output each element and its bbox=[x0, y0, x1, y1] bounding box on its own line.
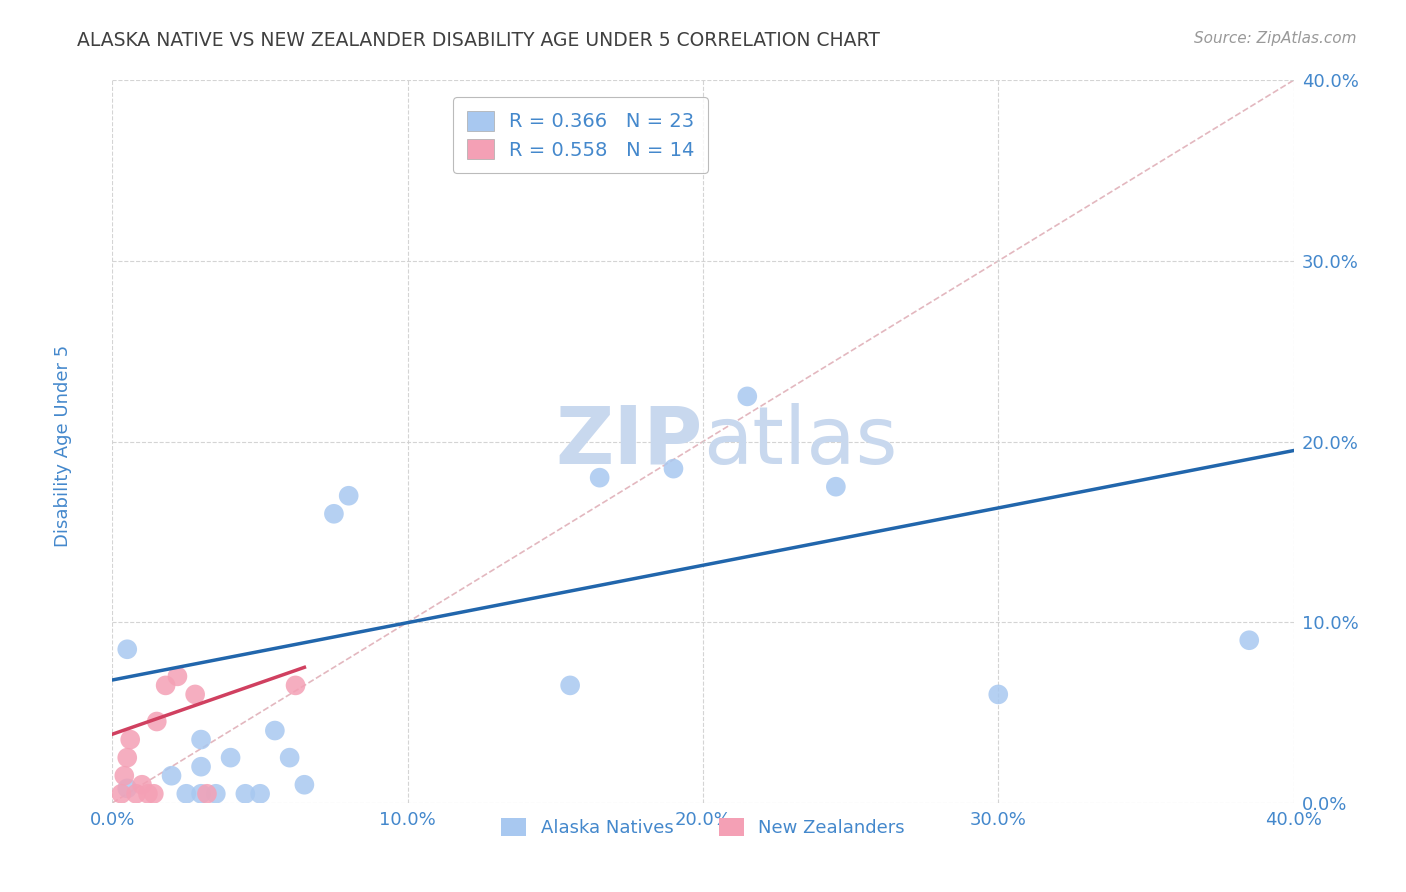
Point bbox=[117, 750, 138, 764]
Point bbox=[117, 781, 138, 796]
Point bbox=[558, 678, 582, 692]
Point bbox=[824, 480, 846, 494]
Point bbox=[174, 787, 197, 801]
Point bbox=[249, 787, 271, 801]
Point bbox=[112, 769, 135, 783]
Point bbox=[278, 750, 301, 764]
Point bbox=[120, 732, 142, 747]
Text: Disability Age Under 5: Disability Age Under 5 bbox=[55, 345, 72, 547]
Point bbox=[284, 678, 307, 692]
Point bbox=[190, 732, 212, 747]
Point bbox=[195, 787, 218, 801]
Point bbox=[264, 723, 287, 738]
Point bbox=[190, 787, 212, 801]
Point bbox=[588, 471, 610, 485]
Point bbox=[205, 787, 228, 801]
Point bbox=[155, 678, 177, 692]
Point bbox=[337, 489, 360, 503]
Point bbox=[662, 461, 685, 475]
Point bbox=[987, 687, 1010, 701]
Point bbox=[190, 760, 212, 774]
Point bbox=[219, 750, 242, 764]
Text: atlas: atlas bbox=[703, 402, 897, 481]
Point bbox=[323, 507, 346, 521]
Point bbox=[184, 687, 207, 701]
Point bbox=[125, 787, 148, 801]
Point bbox=[233, 787, 256, 801]
Point bbox=[160, 769, 183, 783]
Text: ZIP: ZIP bbox=[555, 402, 703, 481]
Point bbox=[292, 778, 315, 792]
Point bbox=[131, 778, 153, 792]
Text: ALASKA NATIVE VS NEW ZEALANDER DISABILITY AGE UNDER 5 CORRELATION CHART: ALASKA NATIVE VS NEW ZEALANDER DISABILIT… bbox=[77, 31, 880, 50]
Legend: Alaska Natives, New Zealanders: Alaska Natives, New Zealanders bbox=[491, 807, 915, 848]
Point bbox=[142, 787, 165, 801]
Point bbox=[117, 642, 138, 657]
Point bbox=[166, 669, 188, 683]
Text: Source: ZipAtlas.com: Source: ZipAtlas.com bbox=[1194, 31, 1357, 46]
Point bbox=[146, 714, 169, 729]
Point bbox=[136, 787, 159, 801]
Point bbox=[737, 389, 759, 403]
Point bbox=[110, 787, 132, 801]
Point bbox=[1239, 633, 1261, 648]
